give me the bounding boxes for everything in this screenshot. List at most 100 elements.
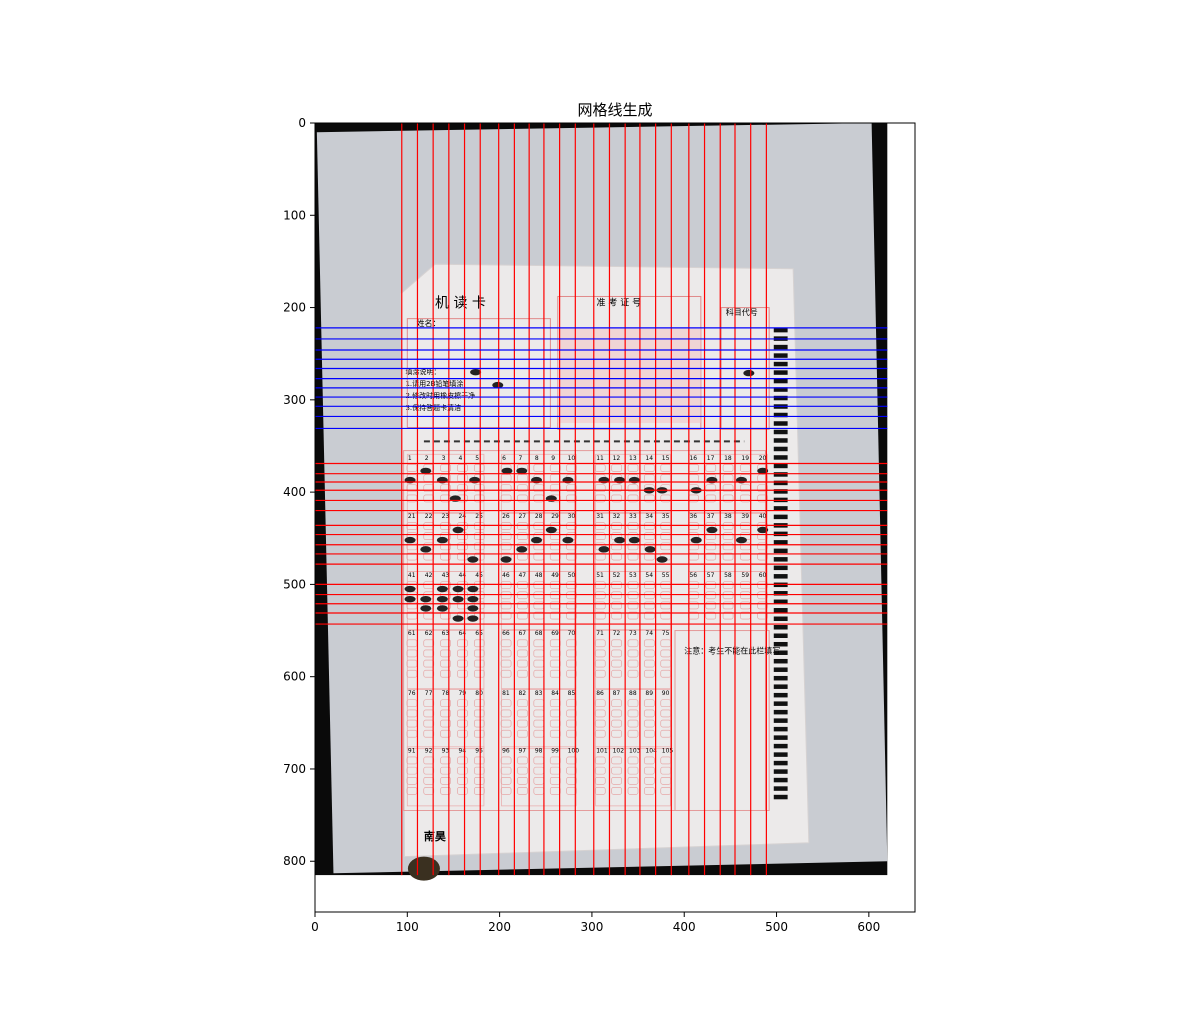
x-tick-label: 400	[673, 920, 696, 934]
question-number: 65	[475, 630, 483, 637]
question-number: 68	[535, 630, 543, 637]
answer-bubble	[566, 542, 577, 551]
answer-bubble	[457, 756, 468, 765]
answer-bubble	[549, 669, 561, 678]
answer-bubble	[644, 464, 655, 472]
filled-mark	[436, 605, 448, 612]
answer-bubble	[627, 581, 639, 589]
answer-bubble	[566, 649, 577, 658]
timing-mark	[773, 438, 788, 443]
question-number: 84	[551, 690, 559, 697]
answer-group	[501, 746, 577, 807]
question-number: 77	[425, 690, 433, 697]
answer-bubble	[644, 494, 655, 503]
answer-bubble	[594, 522, 606, 530]
timing-mark	[773, 446, 788, 452]
answer-bubble	[757, 591, 768, 600]
exam-number-label: 准 考 证 号	[597, 298, 642, 309]
timing-mark	[773, 574, 788, 579]
answer-bubble	[566, 719, 577, 728]
answer-bubble	[705, 552, 717, 561]
answer-bubble	[594, 532, 606, 541]
answer-bubble	[474, 776, 485, 785]
answer-bubble	[644, 756, 655, 765]
answer-bubble	[549, 601, 561, 610]
answer-bubble	[440, 649, 451, 658]
answer-bubble	[423, 659, 435, 668]
answer-bubble	[611, 729, 622, 738]
answer-bubble	[517, 639, 528, 648]
grid-lines	[315, 123, 888, 876]
question-number: 50	[568, 572, 576, 579]
question-number: 29	[551, 513, 559, 520]
question-number: 71	[596, 630, 604, 637]
answer-bubble	[644, 776, 655, 785]
question-number: 6	[502, 455, 506, 462]
answer-bubble	[549, 719, 561, 728]
answer-bubble	[549, 776, 561, 785]
answer-group	[406, 746, 485, 807]
filled-mark	[436, 536, 448, 544]
answer-bubble	[457, 659, 468, 668]
question-number: 56	[689, 572, 697, 579]
timing-mark	[773, 327, 788, 333]
coin-object	[407, 856, 440, 881]
question-number: 86	[596, 690, 604, 697]
name-label: 姓名：	[417, 318, 441, 328]
question-number: 80	[475, 690, 483, 697]
timing-mark	[773, 641, 788, 647]
answer-bubble	[500, 522, 512, 530]
timing-mark	[773, 412, 788, 418]
timing-mark	[773, 684, 788, 689]
question-number: 28	[535, 513, 543, 520]
answer-bubble	[517, 709, 528, 718]
answer-bubble	[611, 699, 622, 708]
answer-bubble	[627, 552, 639, 561]
question-number: 16	[689, 455, 697, 462]
answer-bubble	[594, 581, 606, 589]
question-number: 47	[518, 572, 526, 579]
question-number: 57	[707, 572, 715, 579]
timing-mark	[773, 777, 788, 783]
filled-mark	[452, 595, 464, 603]
answer-bubble	[705, 464, 717, 472]
question-number: 102	[613, 747, 625, 754]
timing-mark	[773, 429, 788, 435]
answer-bubble	[440, 787, 451, 795]
answer-bubble	[627, 699, 639, 708]
subject-code-label: 科目代号	[726, 307, 758, 317]
answer-bubble	[549, 639, 561, 648]
filled-mark	[452, 585, 464, 593]
question-number: 93	[442, 747, 450, 754]
question-number: 11	[596, 455, 604, 462]
timing-mark	[773, 658, 788, 664]
answer-bubble	[457, 766, 468, 775]
question-number: 20	[759, 455, 767, 462]
question-number: 36	[689, 513, 697, 520]
answer-bubble	[611, 659, 622, 668]
timing-mark	[773, 344, 788, 350]
filled-mark	[545, 526, 557, 534]
answer-bubble	[440, 669, 451, 678]
answer-bubble	[566, 581, 577, 589]
question-number: 66	[502, 630, 510, 637]
answer-bubble	[594, 611, 606, 620]
answer-bubble	[423, 729, 435, 738]
answer-bubble	[566, 639, 577, 648]
answer-bubble	[566, 464, 577, 472]
exam-number-grid	[557, 327, 701, 423]
question-number: 82	[518, 690, 526, 697]
timing-mark	[773, 794, 788, 800]
answer-bubble	[594, 649, 606, 658]
answer-bubble	[500, 591, 512, 600]
answer-bubble	[705, 591, 717, 600]
answer-bubble	[500, 611, 512, 620]
answer-bubble	[611, 494, 622, 503]
question-number: 8	[535, 455, 539, 462]
question-number: 62	[425, 630, 433, 637]
question-number: 61	[408, 630, 416, 637]
instruction-line: 填涂说明：	[405, 367, 440, 376]
answer-bubble	[474, 766, 485, 775]
question-number: 69	[551, 630, 559, 637]
